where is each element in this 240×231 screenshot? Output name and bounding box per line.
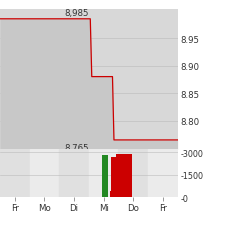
Bar bbox=[30, 150, 59, 198]
Bar bbox=[119, 193, 121, 198]
Bar bbox=[116, 154, 132, 198]
Bar bbox=[148, 150, 178, 198]
Bar bbox=[89, 150, 118, 198]
Text: 8,985: 8,985 bbox=[64, 9, 89, 18]
Bar bbox=[59, 150, 89, 198]
Bar bbox=[111, 157, 117, 198]
Bar bbox=[110, 191, 112, 198]
Bar bbox=[0, 150, 30, 198]
Bar bbox=[102, 156, 108, 198]
Text: 8,765: 8,765 bbox=[64, 143, 89, 152]
Bar bbox=[118, 150, 148, 198]
